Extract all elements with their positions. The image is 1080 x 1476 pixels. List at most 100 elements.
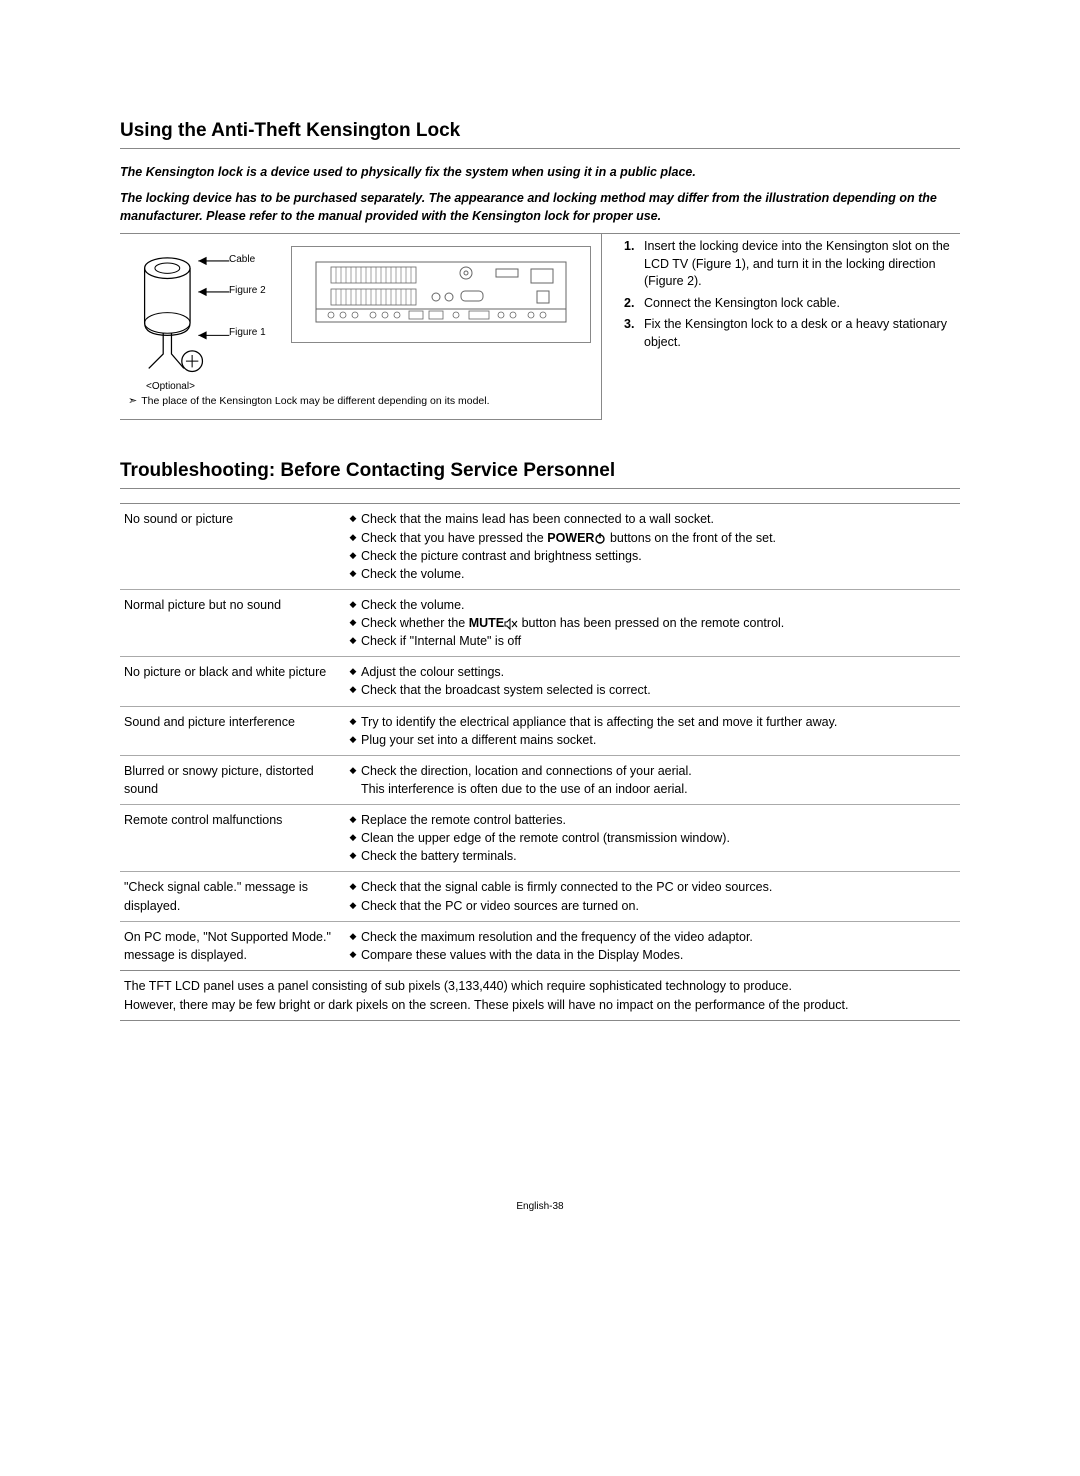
issue-label: Remote control malfunctions bbox=[124, 811, 349, 865]
bullet-dot-icon: ◆ bbox=[349, 681, 357, 699]
bullet-item: ◆Compare these values with the data in t… bbox=[349, 946, 956, 964]
label-figure2: Figure 2 bbox=[229, 285, 266, 296]
power-icon bbox=[594, 531, 606, 545]
bullet-text: Adjust the colour settings. bbox=[361, 663, 504, 681]
mute-icon bbox=[504, 616, 518, 630]
bullet-dot-icon: ◆ bbox=[349, 829, 357, 847]
bullet-dot-icon: ◆ bbox=[349, 614, 357, 632]
issue-body: ◆Check the maximum resolution and the fr… bbox=[349, 928, 956, 964]
issue-label: On PC mode, "Not Supported Mode." messag… bbox=[124, 928, 349, 964]
intro-line: The Kensington lock is a device used to … bbox=[120, 163, 960, 181]
bullet-item: ◆Adjust the colour settings. bbox=[349, 663, 956, 681]
issue-body: ◆Replace the remote control batteries.◆C… bbox=[349, 811, 956, 865]
section-title-troubleshooting: Troubleshooting: Before Contacting Servi… bbox=[120, 460, 960, 489]
bullet-dot-icon: ◆ bbox=[349, 663, 357, 681]
step-text: Connect the Kensington lock cable. bbox=[644, 295, 840, 313]
intro-line: The locking device has to be purchased s… bbox=[120, 189, 960, 225]
bullet-dot-icon: ◆ bbox=[349, 632, 357, 650]
bullet-item: ◆Check the volume. bbox=[349, 565, 956, 583]
step-number: 3. bbox=[624, 316, 638, 351]
bullet-text: Check that the broadcast system selected… bbox=[361, 681, 651, 699]
bullet-item: ◆Check whether the MUTE button has been … bbox=[349, 614, 956, 632]
bullet-text: Check whether the MUTE button has been p… bbox=[361, 614, 784, 632]
bullet-item: ◆Check the maximum resolution and the fr… bbox=[349, 928, 956, 946]
bullet-item: ◆Check if "Internal Mute" is off bbox=[349, 632, 956, 650]
troubleshooting-table: No sound or picture◆Check that the mains… bbox=[120, 503, 960, 971]
intro-block: The Kensington lock is a device used to … bbox=[120, 163, 960, 225]
bullet-text: Check the volume. bbox=[361, 596, 465, 614]
issue-label: No picture or black and white picture bbox=[124, 663, 349, 699]
bullet-item: ◆Check that the PC or video sources are … bbox=[349, 897, 956, 915]
bullet-text: Check the battery terminals. bbox=[361, 847, 517, 865]
bullet-text: Replace the remote control batteries. bbox=[361, 811, 566, 829]
figure-column: Cable Figure 2 Figure 1 bbox=[120, 234, 602, 420]
issue-label: No sound or picture bbox=[124, 510, 349, 583]
table-row: Remote control malfunctions◆Replace the … bbox=[120, 805, 960, 872]
step: 1.Insert the locking device into the Ken… bbox=[624, 238, 960, 291]
bullet-text: Try to identify the electrical appliance… bbox=[361, 713, 837, 731]
bullet-text: Check the direction, location and connec… bbox=[361, 762, 692, 780]
issue-body: ◆Check that the mains lead has been conn… bbox=[349, 510, 956, 583]
bullet-text: Check if "Internal Mute" is off bbox=[361, 632, 521, 650]
bullet-dot-icon: ◆ bbox=[349, 565, 357, 583]
label-figure1: Figure 1 bbox=[229, 327, 266, 338]
bullet-item: This interference is often due to the us… bbox=[349, 780, 956, 798]
table-row: Normal picture but no sound◆Check the vo… bbox=[120, 590, 960, 657]
table-row: "Check signal cable." message is display… bbox=[120, 872, 960, 921]
label-cable: Cable bbox=[229, 254, 255, 265]
figure-right bbox=[291, 246, 591, 343]
bullet-text: Check the volume. bbox=[361, 565, 465, 583]
bullet-dot-icon: ◆ bbox=[349, 529, 357, 547]
bullet-item: ◆Check the direction, location and conne… bbox=[349, 762, 956, 780]
table-row: No picture or black and white picture◆Ad… bbox=[120, 657, 960, 706]
bullet-text: Check that the signal cable is firmly co… bbox=[361, 878, 772, 896]
step: 3.Fix the Kensington lock to a desk or a… bbox=[624, 316, 960, 351]
figure-left: Cable Figure 2 Figure 1 bbox=[126, 242, 281, 377]
page-number: English-38 bbox=[120, 1201, 960, 1212]
bullet-item: ◆Check that the signal cable is firmly c… bbox=[349, 878, 956, 896]
bullet-item: ◆Check that the broadcast system selecte… bbox=[349, 681, 956, 699]
bullet-text: Check that the PC or video sources are t… bbox=[361, 897, 639, 915]
bullet-item: ◆Check the battery terminals. bbox=[349, 847, 956, 865]
issue-body: ◆Check that the signal cable is firmly c… bbox=[349, 878, 956, 914]
bullet-text: This interference is often due to the us… bbox=[361, 780, 688, 798]
step: 2. Connect the Kensington lock cable. bbox=[624, 295, 960, 313]
issue-label: Normal picture but no sound bbox=[124, 596, 349, 650]
table-row: On PC mode, "Not Supported Mode." messag… bbox=[120, 922, 960, 970]
bullet-dot-icon: ◆ bbox=[349, 897, 357, 915]
bullet-text: Clean the upper edge of the remote contr… bbox=[361, 829, 730, 847]
bullet-dot-icon: ◆ bbox=[349, 596, 357, 614]
step-number: 2. bbox=[624, 295, 638, 313]
table-row: No sound or picture◆Check that the mains… bbox=[120, 504, 960, 590]
bullet-item: ◆Check that you have pressed the POWER b… bbox=[349, 529, 956, 547]
bullet-dot-icon: ◆ bbox=[349, 811, 357, 829]
bullet-dot-icon: ◆ bbox=[349, 847, 357, 865]
issue-body: ◆Adjust the colour settings.◆Check that … bbox=[349, 663, 956, 699]
bullet-item: ◆Plug your set into a different mains so… bbox=[349, 731, 956, 749]
bullet-text: Plug your set into a different mains soc… bbox=[361, 731, 596, 749]
bullet-item: ◆Try to identify the electrical applianc… bbox=[349, 713, 956, 731]
bullet-dot-icon: ◆ bbox=[349, 928, 357, 946]
troubleshooting-footnote: The TFT LCD panel uses a panel consistin… bbox=[120, 971, 960, 1022]
step-number: 1. bbox=[624, 238, 638, 291]
table-row: Blurred or snowy picture, distorted soun… bbox=[120, 756, 960, 805]
bullet-text: Compare these values with the data in th… bbox=[361, 946, 683, 964]
bullet-text: Check that you have pressed the POWER bu… bbox=[361, 529, 776, 547]
bullet-dot-icon: ◆ bbox=[349, 762, 357, 780]
bullet-dot-icon: ◆ bbox=[349, 731, 357, 749]
bullet-dot-icon: ◆ bbox=[349, 946, 357, 964]
note-arrow-icon: ➣ bbox=[128, 394, 137, 407]
bullet-item: ◆Check the volume. bbox=[349, 596, 956, 614]
step-text: Fix the Kensington lock to a desk or a h… bbox=[644, 316, 960, 351]
section-title-kensington: Using the Anti-Theft Kensington Lock bbox=[120, 120, 960, 149]
bullet-item: ◆Replace the remote control batteries. bbox=[349, 811, 956, 829]
bullet-item: ◆Check the picture contrast and brightne… bbox=[349, 547, 956, 565]
bullet-item: ◆Check that the mains lead has been conn… bbox=[349, 510, 956, 528]
issue-body: ◆Check the direction, location and conne… bbox=[349, 762, 956, 798]
bullet-dot-icon bbox=[349, 780, 357, 798]
step-text: Insert the locking device into the Kensi… bbox=[644, 238, 960, 291]
optional-label: <Optional> bbox=[146, 381, 591, 392]
issue-label: Blurred or snowy picture, distorted soun… bbox=[124, 762, 349, 798]
bullet-dot-icon: ◆ bbox=[349, 713, 357, 731]
table-row: Sound and picture interference◆Try to id… bbox=[120, 707, 960, 756]
